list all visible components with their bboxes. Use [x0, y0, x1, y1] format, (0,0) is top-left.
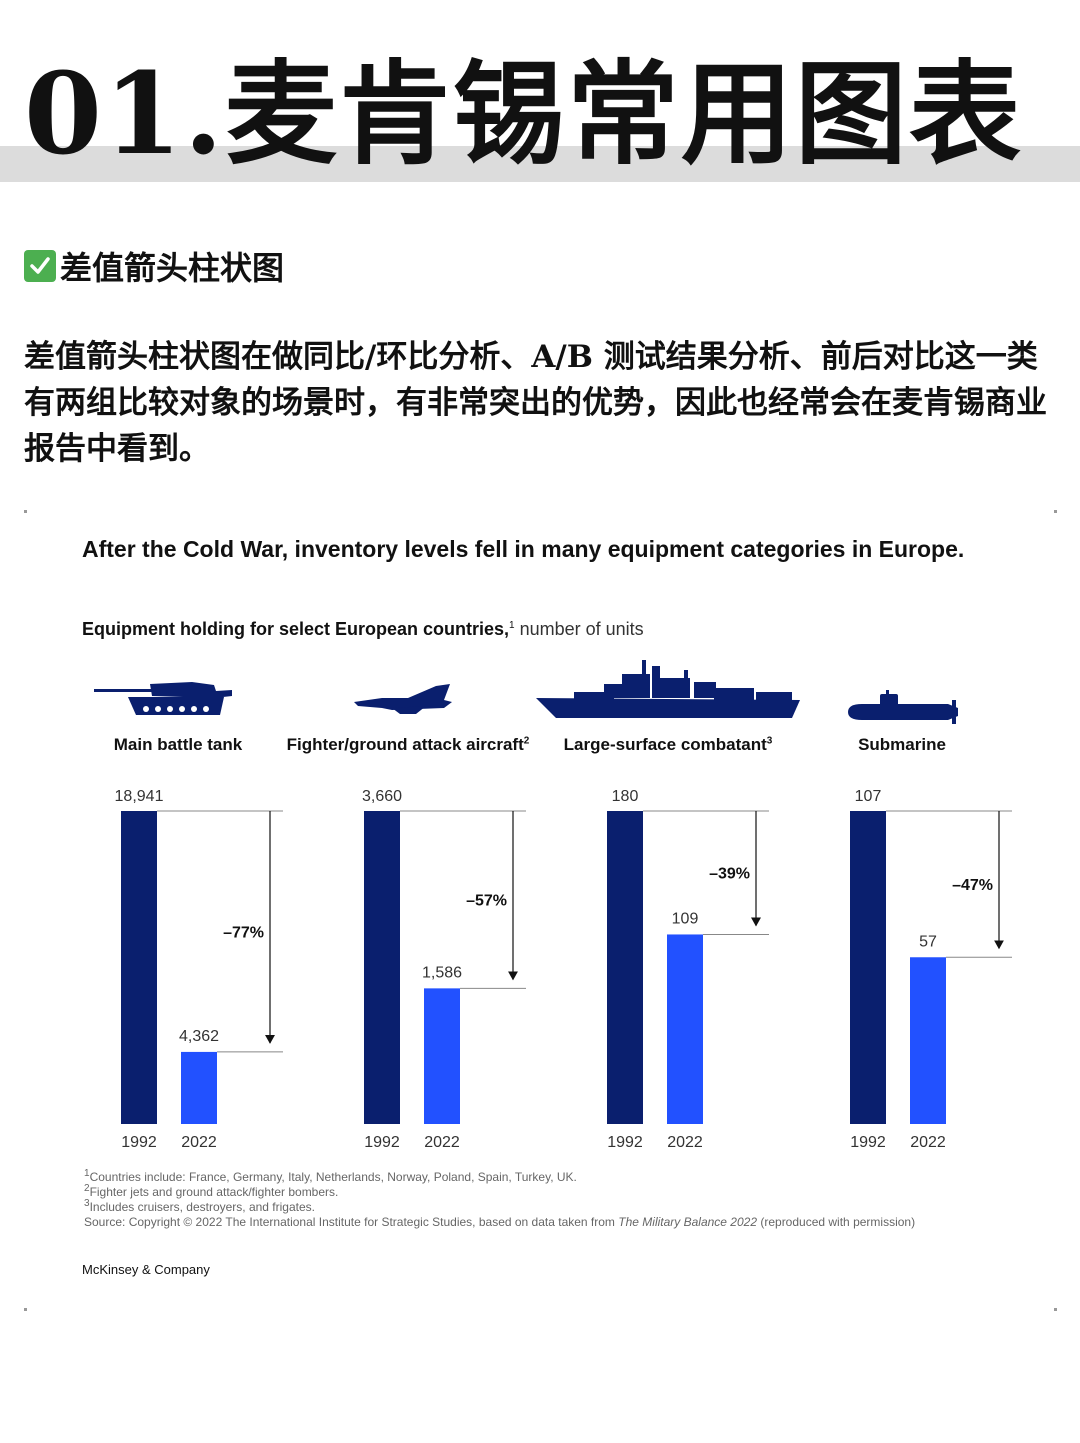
brand-logo-text: McKinsey & Company: [82, 1262, 210, 1277]
card-corner-mark: [24, 1308, 27, 1311]
category-label-aircraft: Fighter/ground attack aircraft2: [287, 735, 530, 755]
footnote-ref: 1: [509, 620, 515, 631]
bar-1992: [121, 811, 157, 1124]
category-label-tank: Main battle tank: [114, 735, 242, 755]
section-header: 差值箭头柱状图: [24, 246, 285, 287]
footnote-text: Fighter jets and ground attack/fighter b…: [89, 1185, 339, 1199]
warship-icon: [536, 660, 800, 718]
x-tick-1992: 1992: [850, 1134, 886, 1151]
bar-2022: [181, 1051, 217, 1124]
chart-title: After the Cold War, inventory levels fel…: [82, 536, 965, 562]
chart-footnotes: 1Countries include: France, Germany, Ita…: [84, 1168, 915, 1230]
x-tick-2022: 2022: [424, 1134, 460, 1151]
data-label-2022: 109: [672, 910, 699, 927]
intro-paragraph: 差值箭头柱状图在做同比/环比分析、A/B 测试结果分析、前后对比这一类有两组比较…: [24, 339, 1047, 467]
chart-subtitle: Equipment holding for select European co…: [82, 619, 644, 640]
page-title: 01.麦肯锡常用图表: [24, 49, 1023, 180]
change-label: –39%: [709, 866, 750, 883]
card-corner-mark: [1054, 1308, 1057, 1311]
title-highlight-band: [0, 146, 1080, 182]
footnote-ref: 2: [523, 735, 530, 747]
chart-subtitle-units: number of units: [514, 619, 644, 639]
category-label-combatant: Large-surface combatant3: [564, 735, 773, 755]
source-suffix: (reproduced with permission): [757, 1215, 916, 1229]
source-prefix: Source: Copyright © 2022 The Internation…: [84, 1215, 619, 1229]
category-label-submarine: Submarine: [858, 735, 946, 755]
data-label-1992: 3,660: [362, 788, 402, 805]
bar-1992: [364, 811, 400, 1124]
change-label: –47%: [952, 877, 993, 894]
x-tick-2022: 2022: [667, 1134, 703, 1151]
change-label: –57%: [466, 893, 507, 910]
data-label-1992: 18,941: [115, 788, 164, 805]
bar-1992: [850, 811, 886, 1124]
bar-1992: [607, 811, 643, 1124]
x-tick-1992: 1992: [121, 1134, 157, 1151]
footnote-1: 1Countries include: France, Germany, Ita…: [84, 1168, 577, 1185]
x-tick-2022: 2022: [181, 1134, 217, 1151]
chart-card: [0, 500, 1080, 1320]
data-label-2022: 57: [919, 933, 937, 950]
data-label-2022: 4,362: [179, 1028, 219, 1045]
category-label-text: Submarine: [858, 735, 946, 754]
footnote-text: Includes cruisers, destroyers, and friga…: [89, 1200, 315, 1214]
change-label: –77%: [223, 924, 264, 941]
footnote-text: Countries include: France, Germany, Ital…: [89, 1170, 577, 1184]
footnote-3: 3Includes cruisers, destroyers, and frig…: [84, 1198, 315, 1215]
footnote-ref: 3: [766, 735, 773, 747]
data-label-1992: 180: [612, 788, 639, 805]
footnote-2: 2Fighter jets and ground attack/fighter …: [84, 1183, 339, 1200]
source-publication: The Military Balance 2022: [618, 1215, 758, 1229]
x-tick-1992: 1992: [364, 1134, 400, 1151]
bar-2022: [667, 934, 703, 1124]
category-label-text: Main battle tank: [113, 735, 243, 754]
bar-2022: [910, 957, 946, 1124]
data-label-1992: 107: [855, 788, 882, 805]
chart-subtitle-bold: Equipment holding for select European co…: [82, 619, 510, 639]
fighter-jet-icon: [354, 684, 452, 714]
section-heading: 差值箭头柱状图: [60, 249, 285, 287]
card-corner-mark: [24, 510, 27, 513]
tank-icon: [94, 682, 232, 715]
x-tick-1992: 1992: [607, 1134, 643, 1151]
data-label-2022: 1,586: [422, 964, 462, 981]
category-label-text: Large-surface combatant: [563, 735, 767, 754]
x-tick-2022: 2022: [910, 1134, 946, 1151]
submarine-icon: [848, 690, 958, 724]
category-label-text: Fighter/ground attack aircraft: [286, 735, 524, 754]
bar-2022: [424, 988, 460, 1124]
check-mark-icon: [24, 250, 56, 282]
source-note: Source: Copyright © 2022 The Internation…: [84, 1215, 915, 1230]
card-corner-mark: [1054, 510, 1057, 513]
